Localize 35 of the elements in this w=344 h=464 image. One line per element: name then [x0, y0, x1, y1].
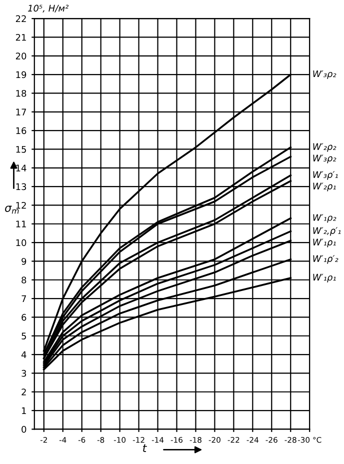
text: W′₁ρ₂ [313, 214, 336, 223]
text: W′₁ρ₁ [313, 274, 336, 282]
y-tick-label: 17 [16, 108, 26, 116]
text: W′₂ρ₁ [313, 182, 336, 192]
text: 10⁵, Н/м² [28, 4, 68, 13]
y-tick-label: 10 [16, 239, 26, 246]
text: W′₂ρ₂ [313, 143, 336, 152]
x-axis-title: t [143, 444, 147, 452]
y-tick-label: 8 [22, 276, 26, 284]
y-tick-label: 4 [21, 351, 26, 358]
y-tick-label: 16 [16, 127, 26, 134]
y-tick-label: 11 [16, 220, 26, 228]
text: W′₃ρ₂ [313, 70, 336, 79]
y-tick-label: 7 [22, 295, 26, 302]
text: W′₃ρ₂ [313, 154, 336, 164]
y-tick-label: 20 [16, 52, 26, 60]
y-tick-label: 14 [16, 164, 26, 172]
y-tick-label: 13 [16, 183, 26, 190]
y-tick-label: 1 [22, 407, 26, 414]
text: W′₁ρ₁ [313, 238, 336, 248]
y-tick-label: 5 [22, 332, 26, 340]
y-tick-label: 21 [16, 34, 26, 41]
text: W′₁ρ′₂ [313, 255, 338, 264]
y-tick-label: 0 [22, 426, 26, 433]
y-tick-label: 19 [16, 71, 26, 78]
text: W′₂,ρ′₁ [313, 227, 341, 236]
y-tick-label: 6 [22, 314, 26, 321]
y-tick-label: 3 [22, 370, 26, 377]
text: W′₃ρ′₁ [313, 171, 338, 180]
y-tick-label: 22 [16, 15, 26, 22]
y-tick-label: 2 [22, 388, 26, 396]
y-tick-label: 18 [16, 90, 26, 97]
y-tick-label: 9 [22, 258, 26, 265]
y-tick-label: 12 [16, 202, 26, 209]
y-tick-label: 15 [16, 146, 26, 153]
